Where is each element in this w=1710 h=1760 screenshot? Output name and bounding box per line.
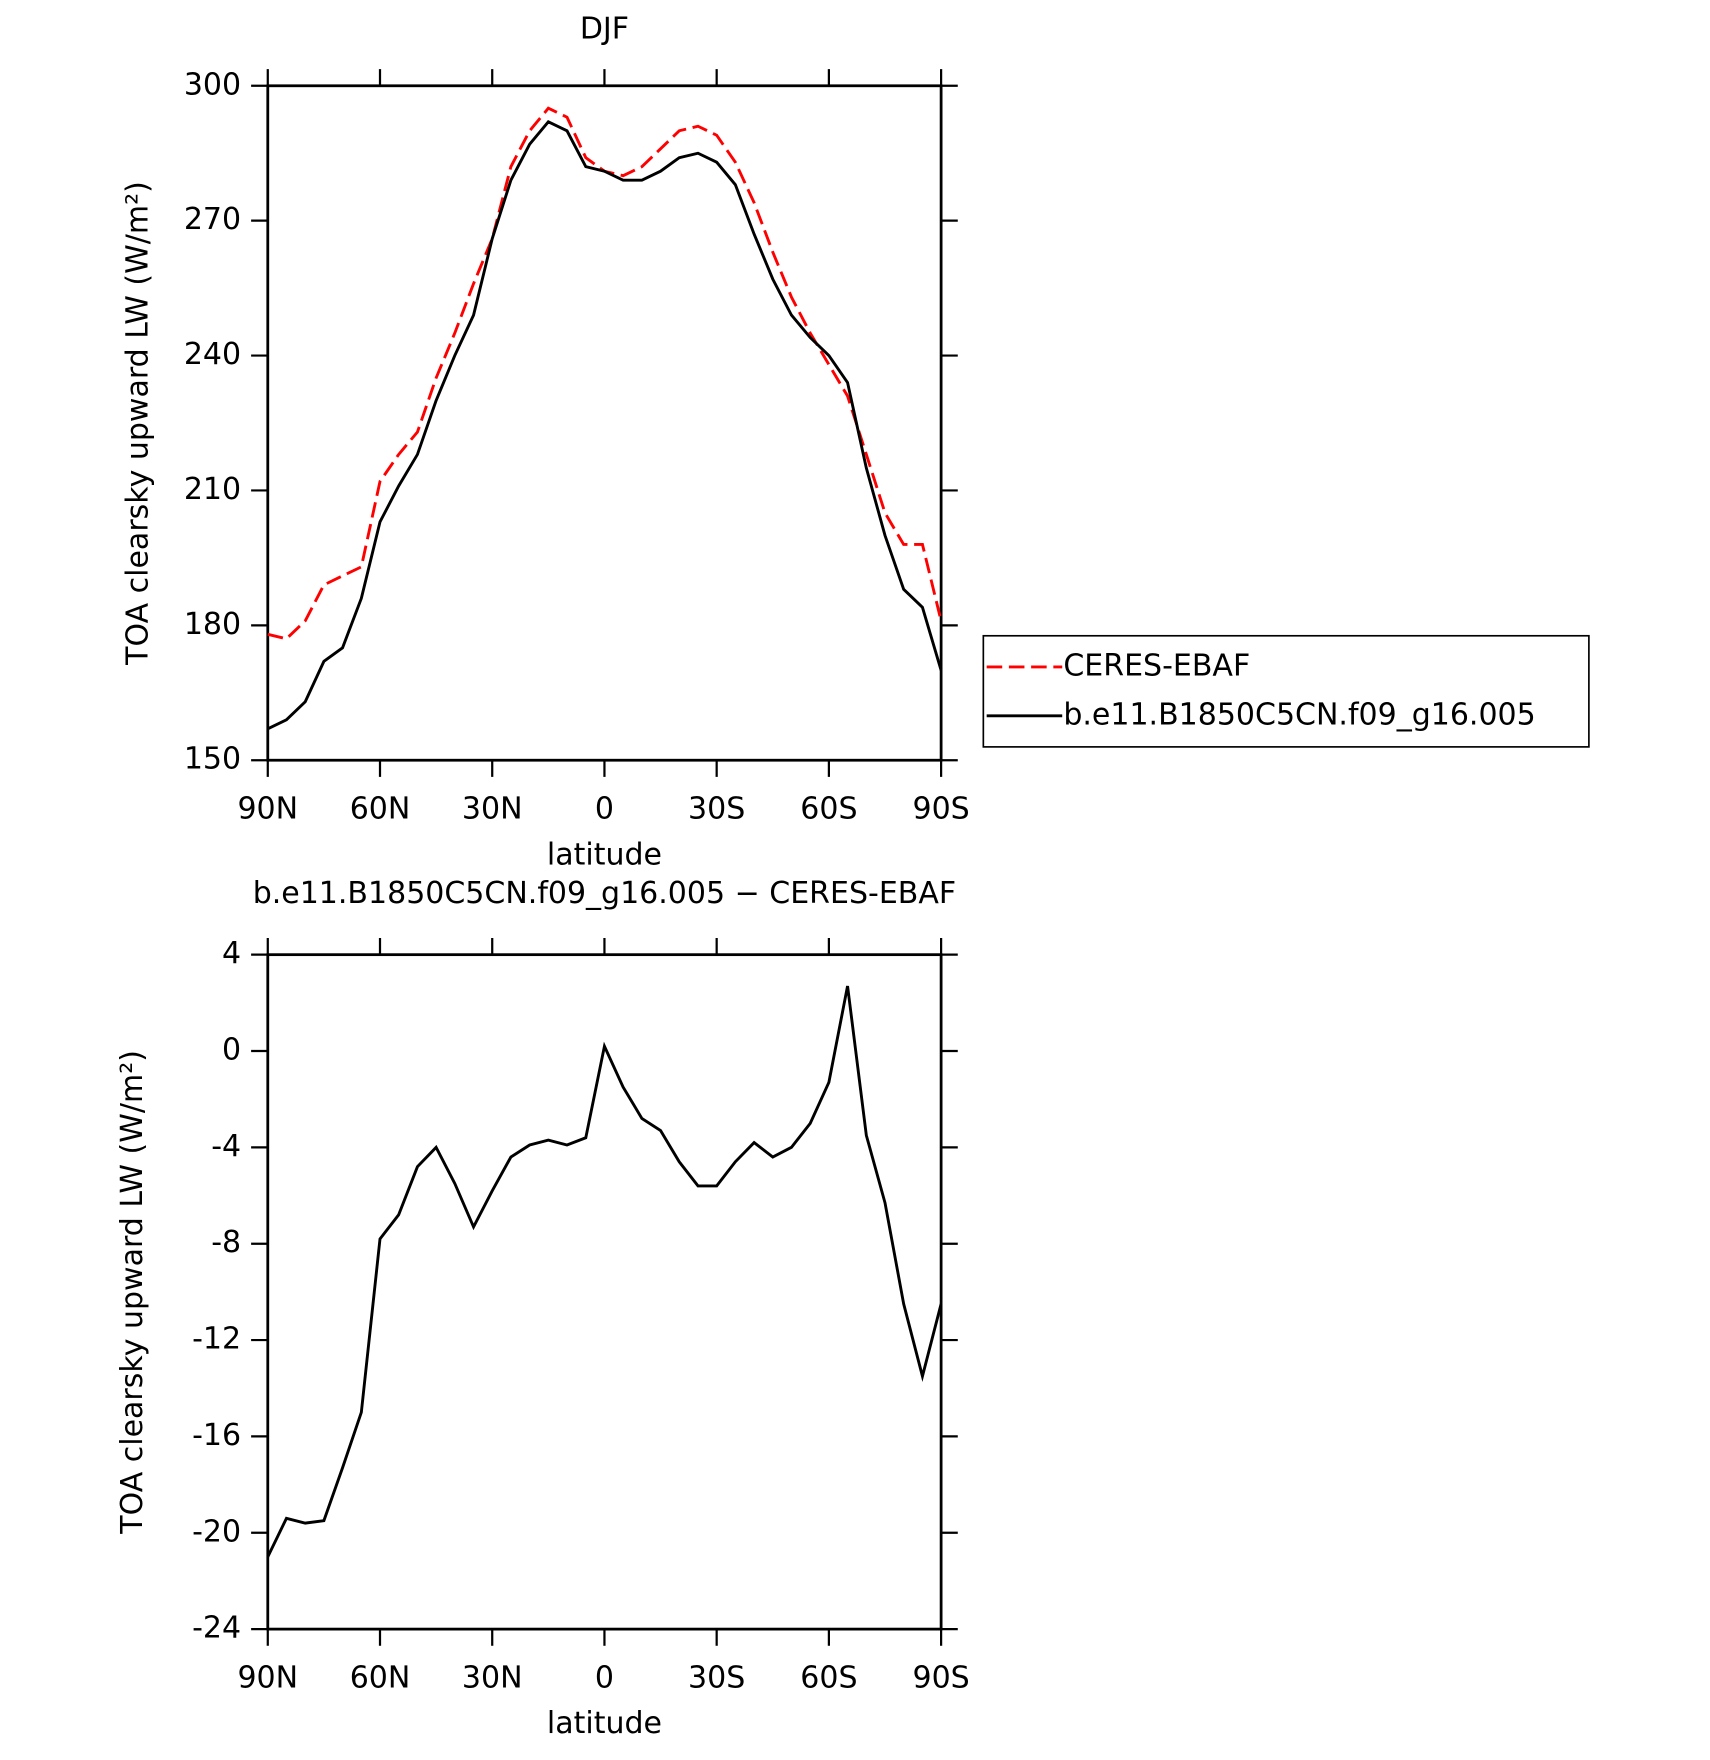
y-tick-label: 150 — [184, 742, 241, 777]
y-tick-label: -16 — [192, 1418, 241, 1453]
x-tick-label: 30S — [688, 1661, 745, 1696]
x-tick-label: 90S — [913, 1661, 970, 1696]
x-tick-label: 60N — [350, 792, 411, 827]
legend-label: b.e11.B1850C5CN.f09_g16.005 — [1063, 697, 1535, 732]
x-tick-label: 90N — [237, 1661, 298, 1696]
x-axis-label: latitude — [547, 837, 662, 872]
y-tick-label: -4 — [211, 1129, 241, 1164]
x-tick-label: 90S — [913, 792, 970, 827]
x-tick-label: 60S — [800, 792, 857, 827]
data-line — [267, 119, 943, 731]
y-tick-label: 300 — [184, 67, 241, 102]
data-line — [266, 985, 943, 1558]
chart-title: DJF — [580, 12, 629, 47]
x-tick-label: 30S — [688, 792, 745, 827]
chart-title: b.e11.B1850C5CN.f09_g16.005 − CERES-EBAF — [253, 876, 956, 911]
x-tick-label: 60N — [350, 1661, 411, 1696]
x-tick-label: 30N — [462, 792, 523, 827]
x-tick-label: 30N — [462, 1661, 523, 1696]
x-tick-label: 0 — [595, 1661, 614, 1696]
y-tick-label: 180 — [184, 607, 241, 642]
legend-label: CERES-EBAF — [1063, 648, 1250, 683]
plot-frame — [266, 84, 943, 762]
y-tick-label: -24 — [192, 1611, 241, 1646]
y-tick-label: 4 — [222, 936, 241, 971]
x-tick-label: 90N — [237, 792, 298, 827]
x-tick-label: 60S — [800, 1661, 857, 1696]
y-tick-label: 0 — [222, 1033, 241, 1068]
legend-box — [982, 634, 1590, 748]
y-tick-label: -20 — [192, 1514, 241, 1549]
x-tick-label: 0 — [595, 792, 614, 827]
y-axis-label: TOA clearsky upward LW (W/m²) — [115, 1050, 150, 1535]
y-tick-label: -8 — [211, 1225, 241, 1260]
y-tick-label: 240 — [184, 337, 241, 372]
y-axis-label: TOA clearsky upward LW (W/m²) — [120, 181, 155, 666]
y-tick-label: 210 — [184, 472, 241, 507]
plot-frame — [266, 953, 943, 1631]
x-axis-label: latitude — [547, 1706, 662, 1741]
y-tick-label: -12 — [192, 1322, 241, 1357]
y-tick-label: 270 — [184, 202, 241, 237]
